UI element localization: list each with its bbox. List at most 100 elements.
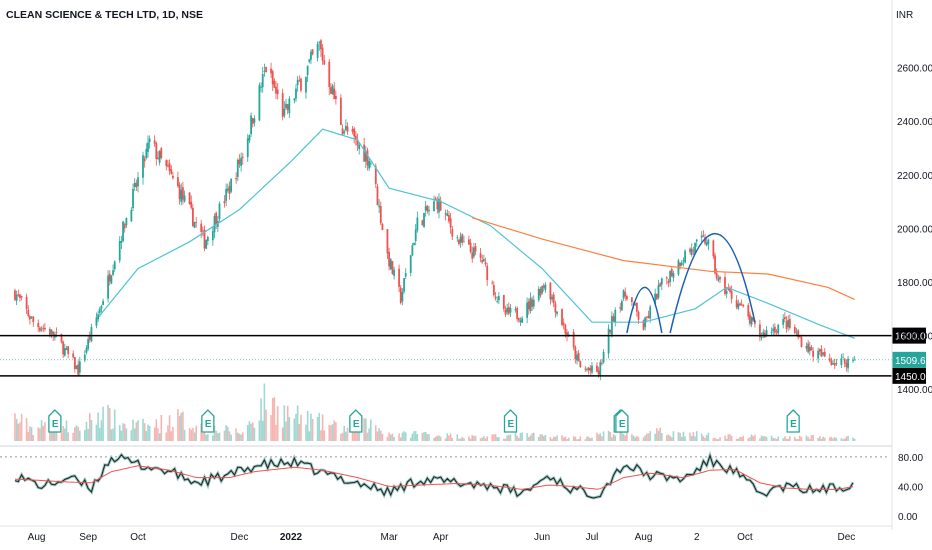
volume-bar [471,435,474,441]
candle-body [253,118,256,123]
volume-bar [295,413,297,441]
candle-body [423,212,425,228]
volume-bar [160,415,163,441]
candle-body [157,157,159,159]
volume-bar [586,436,588,441]
last-price-badge[interactable] [892,351,926,368]
volume-bar [137,420,139,441]
price-axis[interactable]: 2600.00 2400.00 2200.00 2000.00 1800.00 1600.… [891,0,932,530]
candle-body [67,346,70,354]
candle-body [403,277,405,292]
time-tick-label: Sep [79,532,97,543]
volume-bar [84,430,86,441]
volume-bar [494,434,497,441]
candle-body [100,305,103,309]
volume-bar [42,425,45,441]
candle-body [647,315,650,319]
volume-bar [275,424,277,441]
volume-bar [283,405,286,441]
candle-body [730,291,733,299]
volume-bar [180,412,183,441]
candle-body [270,68,272,74]
volume-bar [714,437,716,441]
candle-body [404,273,407,277]
volume-bar [25,418,28,441]
event-marker-icon [349,409,363,433]
volume-bar [539,434,542,441]
candle-body [97,314,100,320]
volume-bar [310,413,312,441]
earnings-event-marker[interactable]: E [48,409,62,433]
horizontal-levels[interactable]: 1600.00 1450.00 1509.65 [0,327,932,384]
candle-body [205,239,208,249]
volume-bar [670,437,673,441]
candle-body [286,104,289,110]
candle-body [398,268,400,287]
event-markers[interactable]: EEEEEEE [48,409,800,433]
candle-body [293,98,296,101]
candle-body [655,293,658,300]
volume-bar [39,428,41,441]
candle-body [183,195,186,202]
candle-body [283,108,286,116]
earnings-event-marker[interactable]: E [503,409,518,433]
candle-body [742,304,745,307]
candle-body [414,229,417,242]
volume-bar [597,434,600,441]
candle-body [549,282,552,300]
volume-bar [689,432,691,441]
volume-bar [807,436,809,441]
candle-body [853,359,856,361]
volume-bar [835,438,838,441]
candle-body [800,337,803,347]
volume-bar [20,413,23,441]
candle-body [519,320,522,323]
candle-body [88,336,91,340]
volume-bar [75,425,78,441]
time-axis[interactable]: Aug Sep Oct Dec 2022 Mar Apr Jun Jul Aug 2 Oct Dec [0,525,892,543]
rsi-panel: 80.00 40.00 0.00 [0,445,923,523]
volume-bar [85,421,88,441]
volume-bar [424,431,427,441]
candle-body [428,210,430,212]
candle-body [597,370,600,375]
event-marker-icon [615,409,629,433]
candle-body [191,207,194,227]
candle-body [760,337,763,338]
event-marker-label: E [205,419,212,430]
earnings-event-marker[interactable]: E [201,409,215,433]
volume-bar [607,430,610,441]
candle-body [749,314,751,324]
candle-body [739,303,741,306]
candle-body [788,319,791,329]
earnings-event-marker[interactable]: E [615,409,629,433]
candle-body [532,299,535,307]
volume-bar [77,426,79,441]
candle-body [341,128,344,135]
candle-body [288,98,291,114]
candle-body [694,242,696,254]
time-tick-label: Oct [737,532,753,543]
candle-body [260,87,262,88]
volume-bar [729,434,731,441]
candle-body [363,144,366,162]
volume-bar [656,428,658,441]
volume-bar [182,411,184,441]
volume-bar [486,436,489,441]
candle-body [759,324,761,338]
candle-body [330,87,332,94]
candle-body [27,309,30,316]
volume-bar [626,432,628,441]
candle-body [506,307,509,313]
volume-bar [251,422,254,441]
candle-body [719,276,721,280]
candle-body [845,362,848,368]
earnings-event-marker[interactable]: E [786,409,800,433]
earnings-event-marker[interactable]: E [349,409,363,433]
volume-bar [215,430,217,441]
volume-bar [787,439,789,441]
volume-bar [263,383,266,441]
candle-body [679,262,681,266]
candle-body [521,318,524,323]
